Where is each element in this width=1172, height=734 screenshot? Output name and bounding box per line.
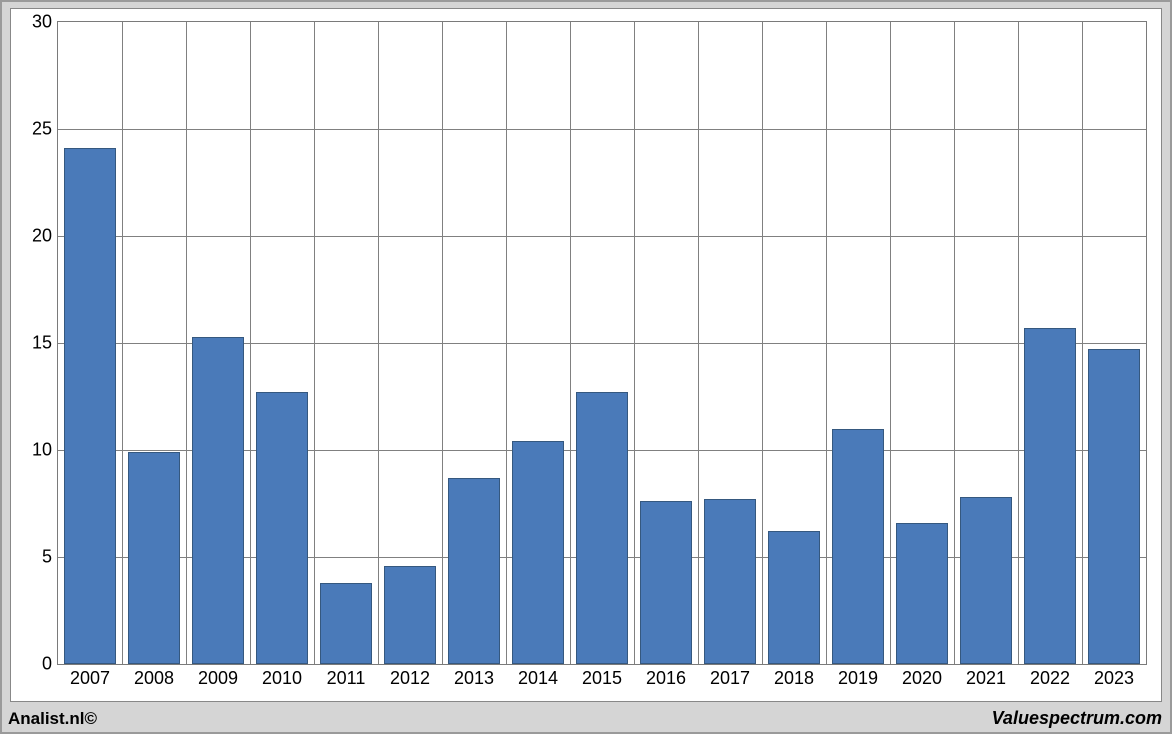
x-tick-label: 2023 [1094,664,1134,689]
x-tick-label: 2009 [198,664,238,689]
bar [768,531,820,664]
bar [64,148,116,664]
gridline-vertical [634,22,635,664]
y-tick-label: 25 [32,119,58,140]
plot-background: 0 5 10 15 20 25 30 2007 2008 2009 2010 2011 2012 2013… [10,8,1162,702]
bar [1024,328,1076,664]
y-tick-label: 5 [42,547,58,568]
x-tick-label: 2019 [838,664,878,689]
x-tick-label: 2017 [710,664,750,689]
bar [896,523,948,664]
x-tick-label: 2010 [262,664,302,689]
x-tick-label: 2016 [646,664,686,689]
bar [320,583,372,664]
bar [256,392,308,664]
x-tick-label: 2020 [902,664,942,689]
plot-area: 0510152025302007200820092010201120122013… [57,21,1147,665]
gridline-vertical [314,22,315,664]
footer-right-credit: Valuespectrum.com [992,708,1162,729]
gridline-horizontal [58,236,1146,237]
gridline-vertical [954,22,955,664]
bar [640,501,692,664]
bar [512,441,564,664]
x-tick-label: 2011 [327,664,366,689]
x-tick-label: 2012 [390,664,430,689]
gridline-vertical [890,22,891,664]
footer-left-credit: Analist.nl© [8,709,97,729]
x-tick-label: 2007 [70,664,110,689]
gridline-vertical [122,22,123,664]
x-tick-label: 2008 [134,664,174,689]
bar [576,392,628,664]
gridline-vertical [186,22,187,664]
x-tick-label: 2018 [774,664,814,689]
bar [448,478,500,664]
gridline-vertical [826,22,827,664]
x-tick-label: 2015 [582,664,622,689]
y-tick-label: 15 [32,333,58,354]
bar [832,429,884,664]
gridline-vertical [1018,22,1019,664]
gridline-vertical [570,22,571,664]
bar [704,499,756,664]
x-tick-label: 2014 [518,664,558,689]
bar [384,566,436,664]
bar [128,452,180,664]
gridline-vertical [762,22,763,664]
bar [192,337,244,664]
gridline-vertical [1082,22,1083,664]
y-tick-label: 0 [42,654,58,675]
x-tick-label: 2022 [1030,664,1070,689]
bar [1088,349,1140,664]
y-tick-label: 10 [32,440,58,461]
gridline-vertical [698,22,699,664]
gridline-vertical [250,22,251,664]
gridline-vertical [506,22,507,664]
gridline-horizontal [58,129,1146,130]
x-tick-label: 2013 [454,664,494,689]
bar [960,497,1012,664]
x-tick-label: 2021 [966,664,1006,689]
chart-container: 0 5 10 15 20 25 30 2007 2008 2009 2010 2011 2012 2013… [0,0,1172,734]
gridline-vertical [442,22,443,664]
gridline-vertical [378,22,379,664]
y-tick-label: 30 [32,12,58,33]
y-tick-label: 20 [32,226,58,247]
